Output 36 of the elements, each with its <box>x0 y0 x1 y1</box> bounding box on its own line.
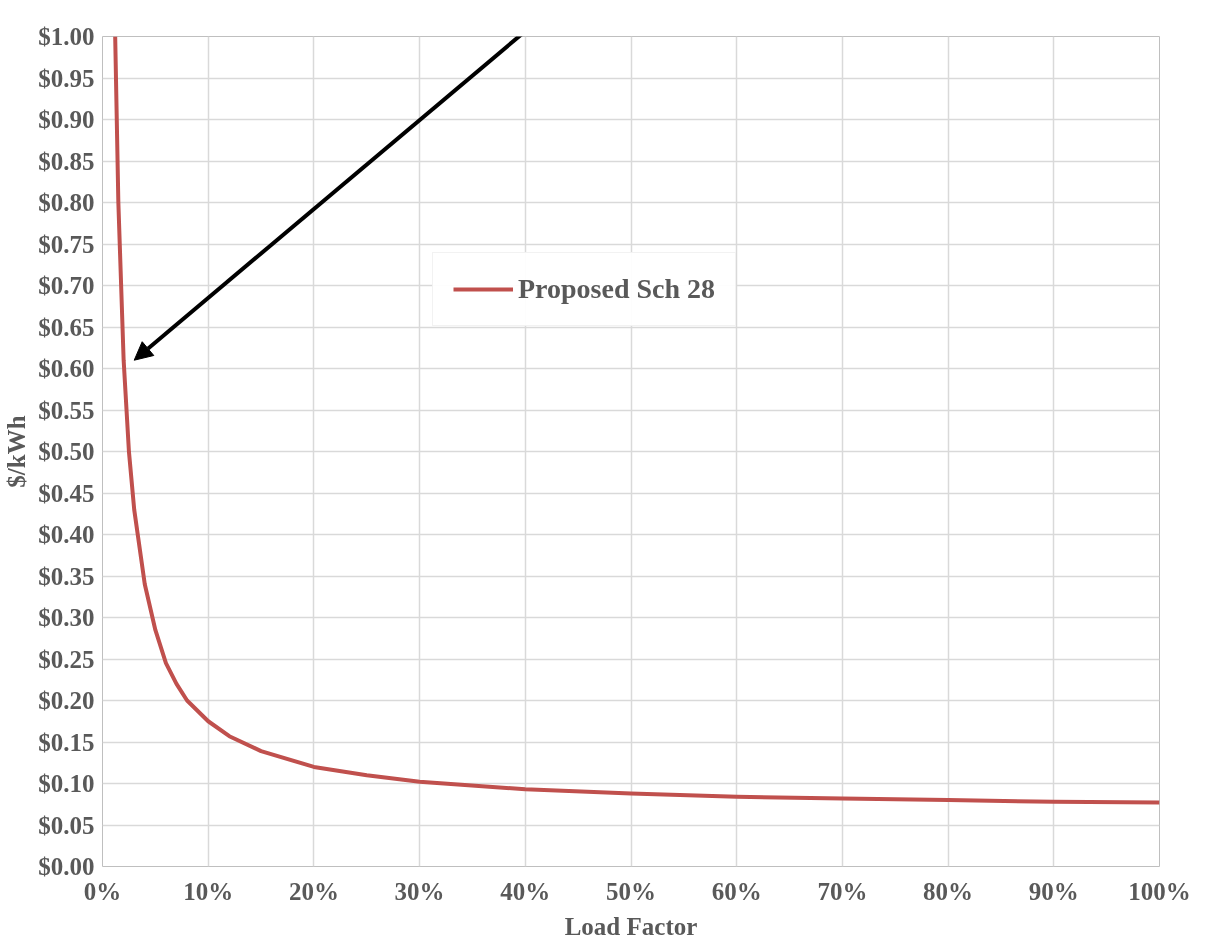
x-tick-label: 20% <box>288 877 339 905</box>
y-tick-label: $0.75 <box>38 230 95 258</box>
x-tick-label: 0% <box>83 877 122 905</box>
y-tick-label: $0.65 <box>38 313 95 341</box>
legend-label: Proposed Sch 28 <box>518 273 716 305</box>
x-tick-label: 90% <box>1028 877 1079 905</box>
y-tick-label: $0.85 <box>38 147 95 175</box>
y-tick-label: $0.50 <box>38 438 95 465</box>
y-tick-label: $0.90 <box>38 106 95 133</box>
x-tick-label: 30% <box>394 877 445 905</box>
x-tick-label: 60% <box>711 877 762 905</box>
y-tick-label: $0.95 <box>38 64 95 92</box>
y-tick-label: $0.00 <box>38 853 95 880</box>
y-tick-label: $0.45 <box>38 479 95 507</box>
y-tick-label: $0.20 <box>38 687 95 714</box>
y-tick-label: $0.25 <box>38 645 95 673</box>
y-tick-label: $0.40 <box>38 521 95 548</box>
y-tick-label: $0.05 <box>38 811 95 839</box>
y-tick-label: $0.15 <box>38 728 95 756</box>
y-tick-label: $0.55 <box>38 396 95 424</box>
y-tick-label: $0.60 <box>38 355 95 382</box>
y-tick-label: $0.35 <box>38 562 95 590</box>
y-tick-label: $0.80 <box>38 189 95 216</box>
y-tick-label: $1.00 <box>38 23 95 50</box>
x-tick-label: 100% <box>1128 877 1191 905</box>
x-tick-label: 50% <box>606 877 656 905</box>
line-series <box>113 36 1160 805</box>
x-tick-label: 10% <box>183 877 234 905</box>
x-tick-label: 80% <box>923 877 974 905</box>
y-axis-title: $/kWh <box>3 415 31 488</box>
x-tick-label: 70% <box>817 877 868 905</box>
x-axis-title: Load Factor <box>564 912 698 940</box>
y-tick-label: $0.30 <box>38 604 95 631</box>
x-tick-label: 40% <box>500 877 551 905</box>
y-tick-label: $0.10 <box>38 770 95 797</box>
y-tick-label: $0.70 <box>38 272 95 299</box>
